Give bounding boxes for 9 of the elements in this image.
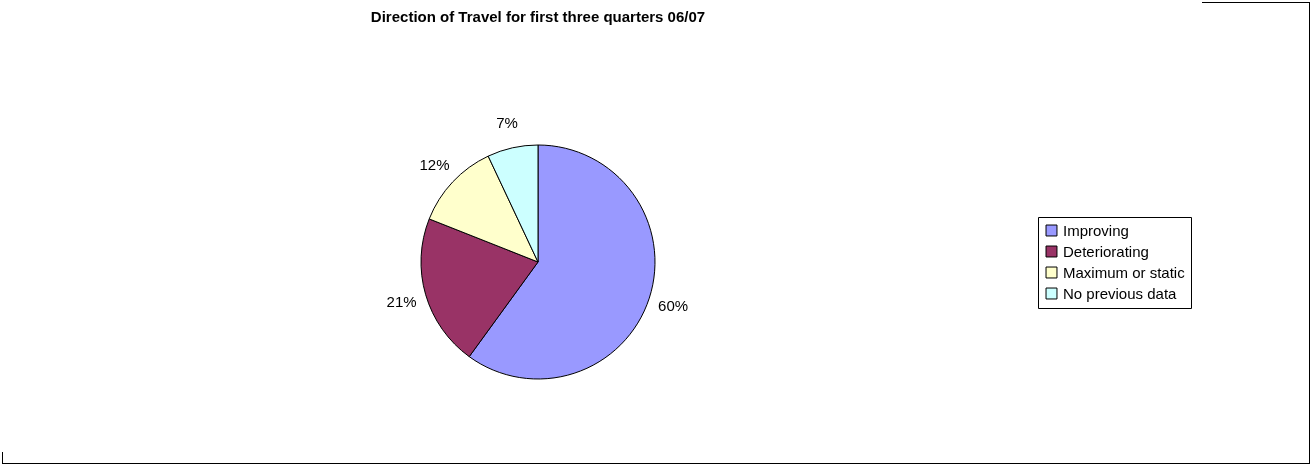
- chart-title: Direction of Travel for first three quarters 06/07: [370, 8, 706, 25]
- data-label: 7%: [496, 114, 518, 132]
- legend-label: No previous data: [1063, 284, 1178, 302]
- data-label: 21%: [386, 292, 417, 310]
- legend-label: Improving: [1063, 221, 1129, 239]
- legend-label: Maximum or static: [1063, 263, 1186, 281]
- data-label: 12%: [419, 155, 450, 173]
- data-label: 60%: [658, 296, 689, 314]
- legend-label: Deteriorating: [1063, 242, 1149, 260]
